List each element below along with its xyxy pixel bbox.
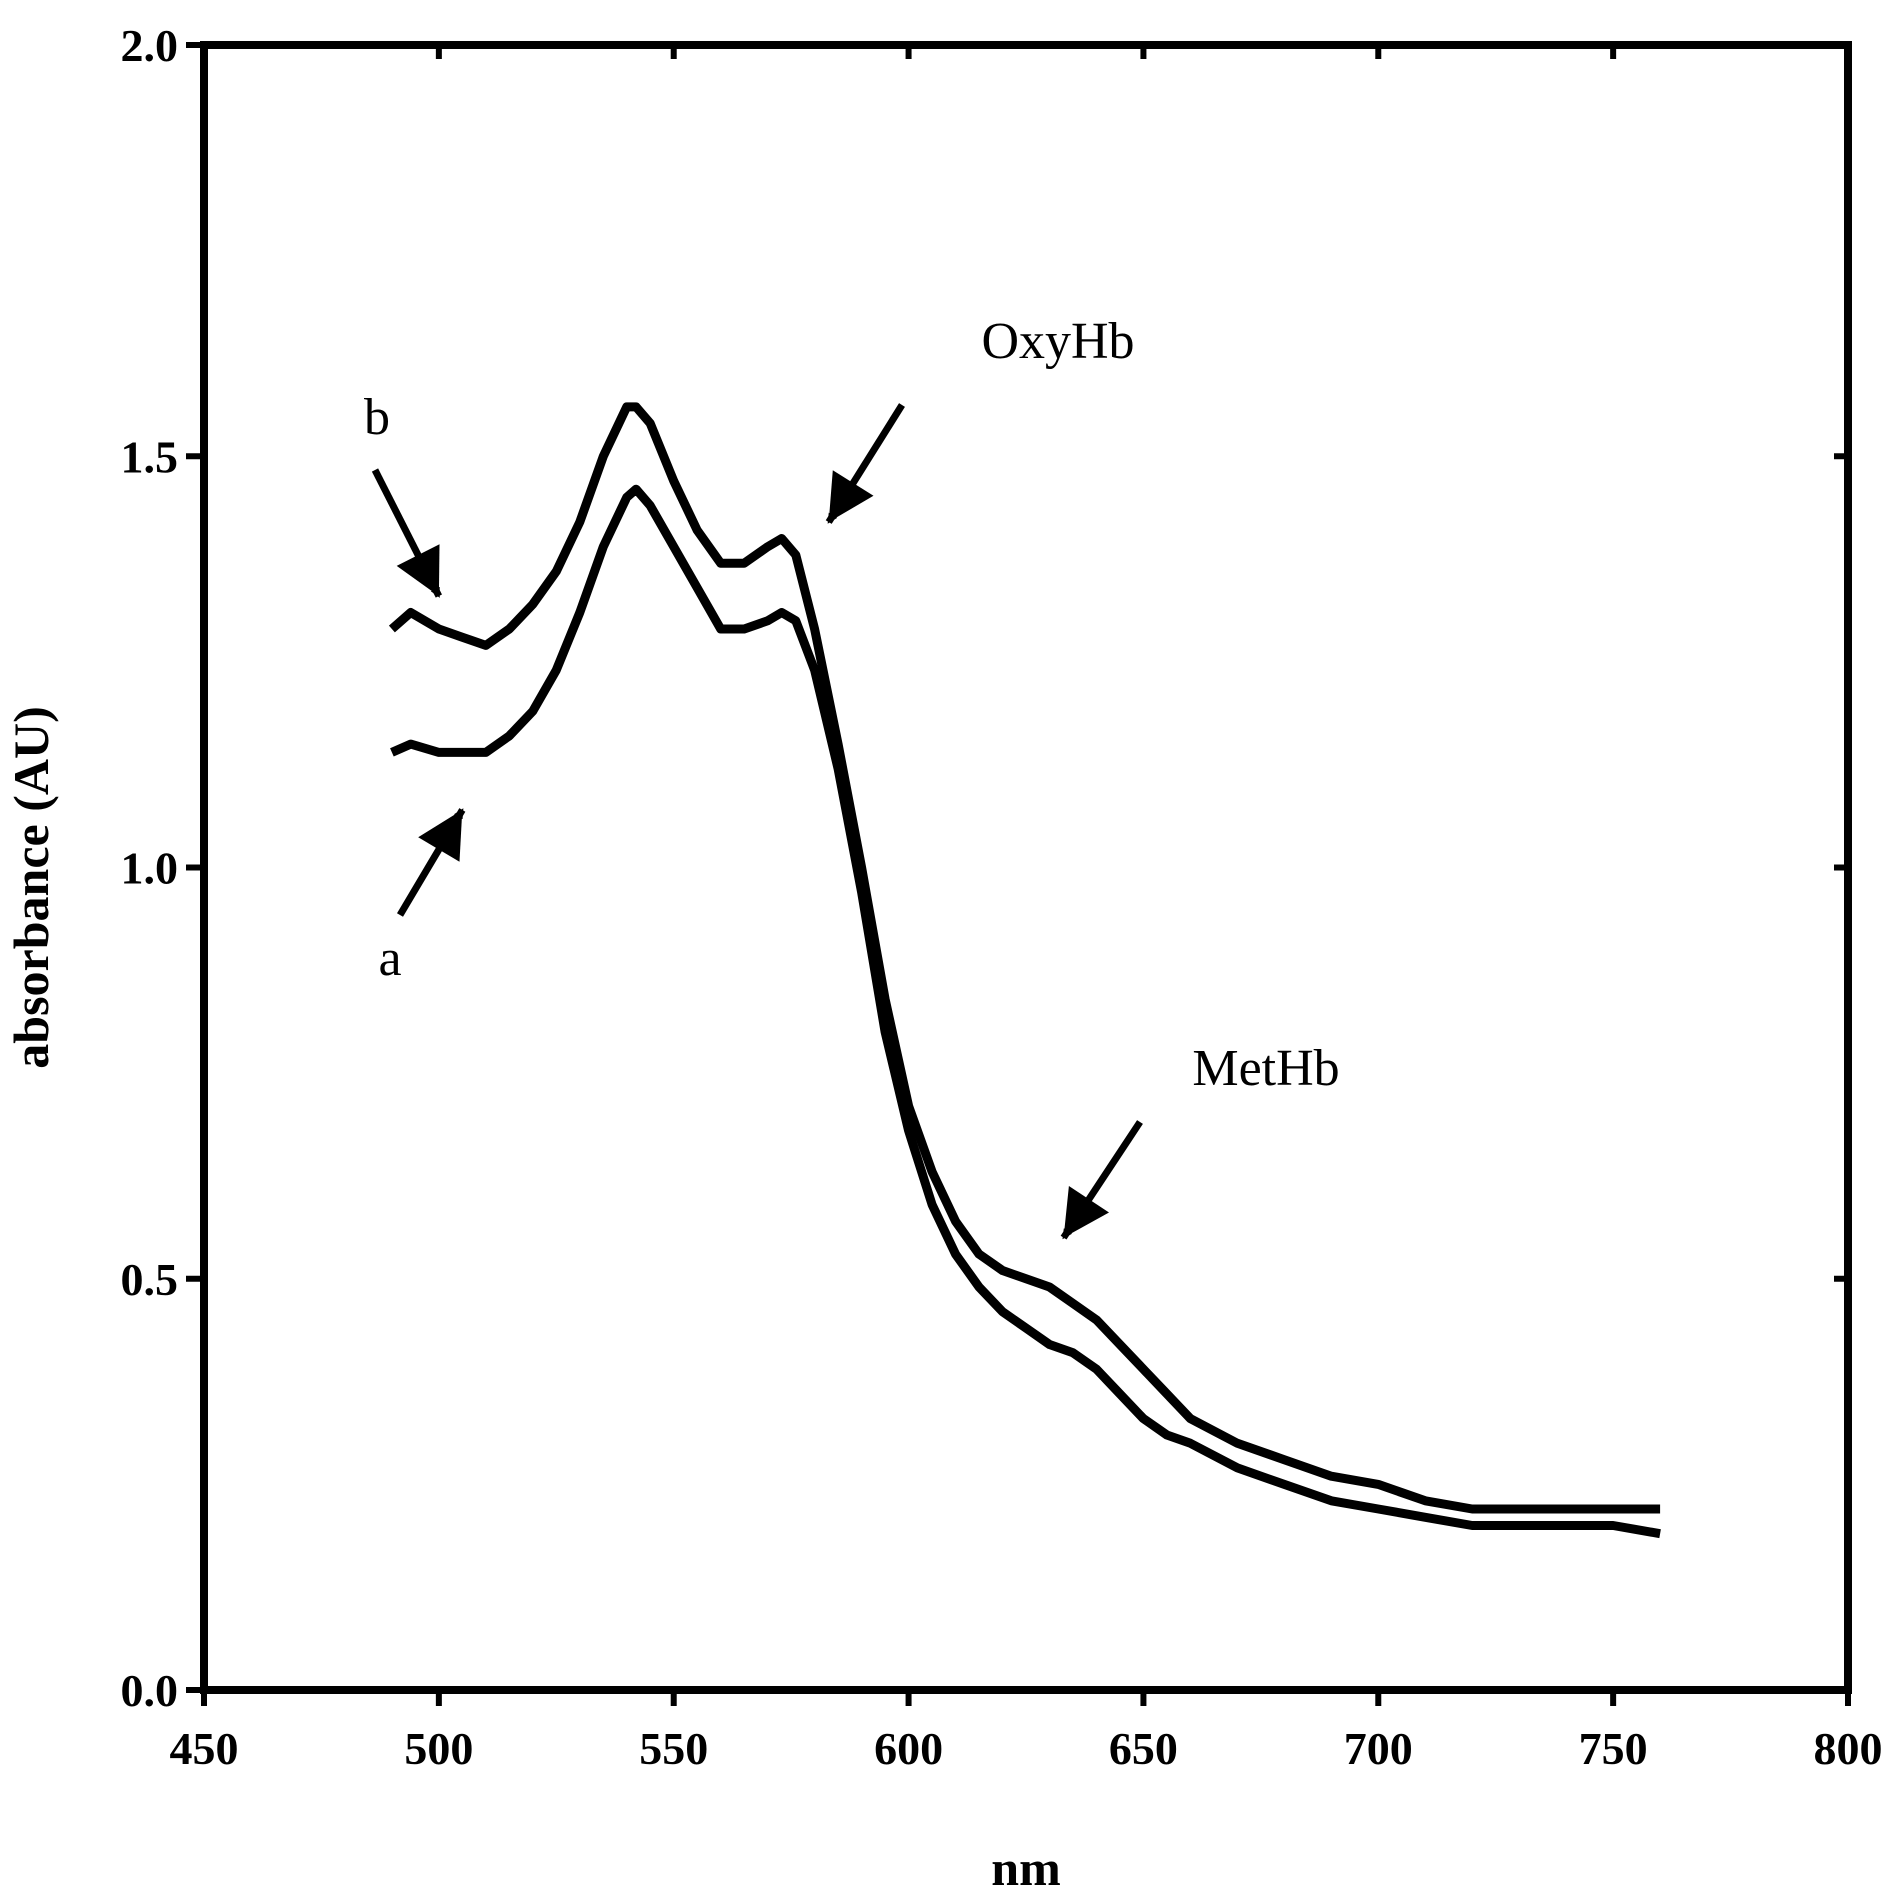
annotation-arrowhead-b — [396, 544, 440, 597]
y-tick-label: 2.0 — [121, 20, 179, 71]
series-line-a — [390, 484, 1661, 1539]
annotation-label-a: a — [378, 930, 401, 987]
x-tick-label: 800 — [1814, 1723, 1883, 1774]
y-tick-label: 0.0 — [121, 1665, 179, 1716]
y-tick-label: 1.0 — [121, 843, 179, 894]
y-axis: 0.0 0.5 1.0 1.5 2.0 — [121, 20, 1848, 1716]
x-tick-label: 500 — [404, 1723, 473, 1774]
x-tick-label: 450 — [170, 1723, 239, 1774]
x-tick-label: 650 — [1109, 1723, 1178, 1774]
annotation-arrowhead-a — [418, 809, 463, 862]
x-axis-label: nm — [991, 1840, 1060, 1890]
plot-border — [200, 41, 1852, 1694]
y-tick-label: 1.5 — [121, 431, 179, 482]
annotation-arrowhead-oxyhb — [828, 470, 874, 522]
y-axis-label: absorbance (AU) — [3, 706, 59, 1068]
annotation-arrowhead-methb — [1063, 1186, 1109, 1238]
annotation-label-b: b — [364, 389, 390, 446]
y-tick-label: 0.5 — [121, 1254, 179, 1305]
x-tick-label: 600 — [874, 1723, 943, 1774]
annotation-label-oxyhb: OxyHb — [981, 313, 1134, 370]
plot-frame — [200, 41, 1852, 1694]
x-tick-label: 550 — [639, 1723, 708, 1774]
series-layer — [388, 402, 1661, 1539]
x-tick-label: 700 — [1344, 1723, 1413, 1774]
series-line-b — [388, 402, 1661, 1514]
annotations: b a OxyHb MetHb — [364, 313, 1340, 1240]
x-axis: 450 500 550 600 650 700 750 800 — [170, 45, 1883, 1774]
x-tick-label: 750 — [1579, 1723, 1648, 1774]
annotation-label-methb: MetHb — [1192, 1040, 1339, 1097]
